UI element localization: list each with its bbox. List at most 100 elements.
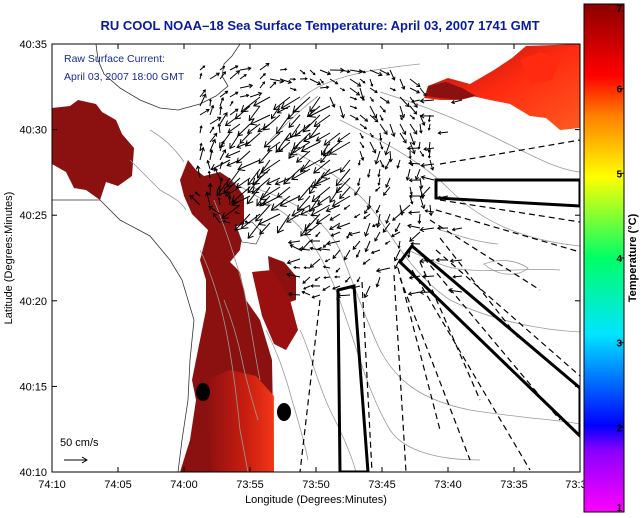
current-vector — [315, 276, 321, 281]
current-vector-head — [435, 257, 440, 263]
current-vector — [240, 96, 261, 113]
current-vector-head — [288, 122, 294, 129]
current-vector-head — [300, 231, 306, 237]
current-vector — [419, 123, 422, 133]
radar-beams — [336, 178, 580, 472]
current-vector — [239, 67, 251, 71]
x-tick-label: 73:45 — [368, 479, 396, 491]
current-vector — [419, 195, 425, 209]
current-vector-head — [234, 108, 239, 113]
current-vector — [283, 168, 301, 185]
current-vector-head — [217, 123, 222, 127]
current-vector — [227, 123, 241, 134]
current-vector — [409, 159, 414, 166]
current-vector-head — [374, 237, 378, 242]
current-vector-head — [311, 295, 315, 299]
current-vector-head — [257, 91, 263, 97]
current-vector — [407, 225, 421, 229]
current-vector-head — [412, 116, 415, 120]
current-vector — [332, 195, 351, 207]
current-vector — [290, 123, 301, 138]
current-vector-head — [309, 246, 314, 251]
current-vector-head — [402, 139, 407, 144]
current-vector-head — [394, 228, 399, 233]
current-vector — [376, 267, 391, 272]
current-vector — [209, 116, 221, 125]
current-vector-head — [419, 113, 425, 119]
current-vector-head — [226, 161, 232, 167]
x-tick-label: 73:40 — [434, 479, 462, 491]
current-vector — [263, 195, 281, 206]
current-vector — [219, 178, 223, 188]
current-vector-head — [273, 81, 277, 85]
current-vector — [239, 84, 253, 89]
current-vector — [379, 69, 390, 76]
current-vector-head — [343, 256, 348, 261]
current-vector — [221, 204, 241, 219]
current-vector-head — [200, 146, 205, 152]
current-vector-head — [335, 269, 339, 273]
current-vector-head — [374, 89, 378, 93]
current-vector-head — [355, 254, 359, 258]
current-vector-head — [339, 167, 345, 173]
current-vector — [383, 186, 391, 196]
current-vector — [271, 195, 291, 211]
current-vector — [319, 69, 331, 75]
current-vector — [237, 159, 261, 170]
current-vector — [389, 69, 395, 81]
current-vector — [420, 186, 431, 197]
current-vector-head — [382, 109, 386, 113]
current-vector — [236, 177, 251, 189]
current-vector-head — [326, 85, 330, 90]
current-vector — [309, 78, 321, 85]
current-vector-head — [234, 223, 242, 231]
current-vector-head — [276, 126, 284, 135]
current-vector — [260, 159, 281, 174]
current-vector-head — [374, 159, 380, 165]
current-vector-head — [346, 69, 351, 74]
current-vector — [367, 168, 371, 178]
current-vector — [419, 150, 424, 157]
current-vector — [391, 231, 401, 237]
current-vector-head — [406, 145, 412, 151]
land-mass — [52, 44, 263, 472]
current-vector — [415, 168, 421, 180]
current-vector — [229, 70, 240, 80]
current-vector-head — [383, 130, 388, 135]
current-vector — [236, 141, 251, 148]
current-vector-head — [428, 212, 433, 217]
current-vector-head — [251, 186, 260, 194]
current-vector-head — [195, 165, 201, 170]
current-vector — [320, 150, 331, 163]
current-vector-head — [427, 155, 431, 159]
current-vector-head — [411, 99, 415, 103]
current-vector-head — [363, 216, 367, 219]
current-vector — [422, 275, 435, 278]
current-vector-head — [420, 175, 426, 181]
current-vector-head — [380, 146, 384, 150]
current-vector — [374, 231, 381, 242]
current-vector-head — [293, 88, 297, 92]
current-vector — [349, 105, 357, 109]
current-vector — [315, 231, 321, 237]
current-vector — [385, 177, 391, 188]
current-vector — [209, 72, 220, 80]
current-vector-head — [314, 278, 318, 281]
scale-arrow — [64, 456, 88, 464]
current-vector-head — [408, 161, 413, 166]
current-vector — [344, 204, 351, 210]
current-vector-head — [252, 177, 260, 186]
current-vector-head — [213, 132, 218, 137]
current-vector — [421, 163, 435, 167]
current-vector-head — [288, 152, 295, 160]
x-axis-label: Longitude (Degrees:Minutes) — [245, 494, 387, 506]
current-vector — [332, 249, 341, 259]
current-vector-head — [329, 216, 334, 221]
current-vector-head — [244, 140, 252, 147]
current-vector-head — [410, 201, 414, 205]
current-vector — [394, 258, 401, 269]
current-vector-head — [332, 255, 337, 260]
colorbar-tick-label: 6 — [616, 85, 622, 96]
current-vector-head — [206, 159, 210, 164]
